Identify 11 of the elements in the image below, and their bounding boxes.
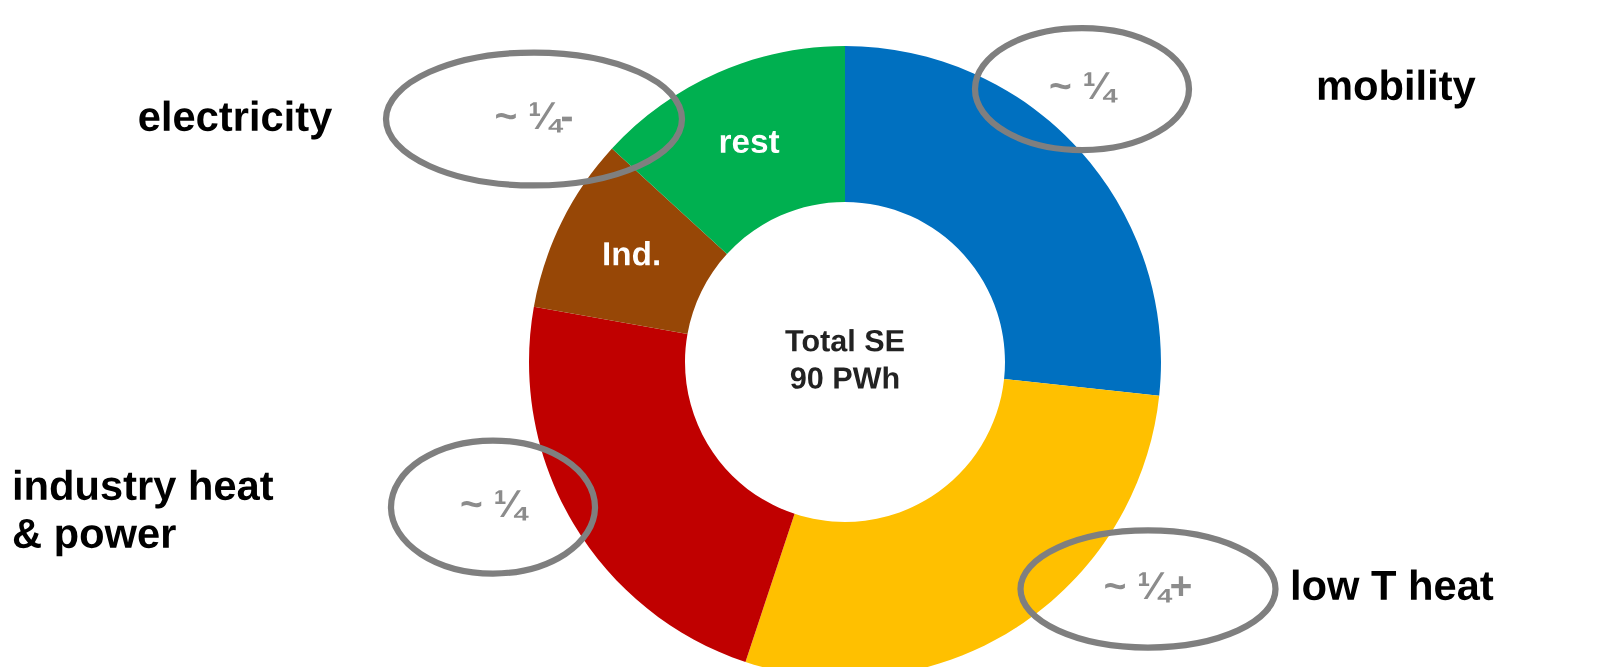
text: Total SE 90 PWh <box>785 329 904 389</box>
text: electricity <box>139 100 333 140</box>
slice-label: rest <box>720 131 780 154</box>
slice-label: industry heat & power <box>13 469 274 557</box>
slice-label: low T heat <box>1292 569 1494 601</box>
text: ~ ¼+ <box>1105 572 1191 603</box>
slice-label: mobility <box>1318 69 1476 109</box>
text: ~ ¼- <box>496 102 572 133</box>
text: ~ ¼ <box>461 490 529 521</box>
slice-label: Ind. <box>604 241 659 266</box>
text: ~ ¼ <box>1050 72 1118 103</box>
